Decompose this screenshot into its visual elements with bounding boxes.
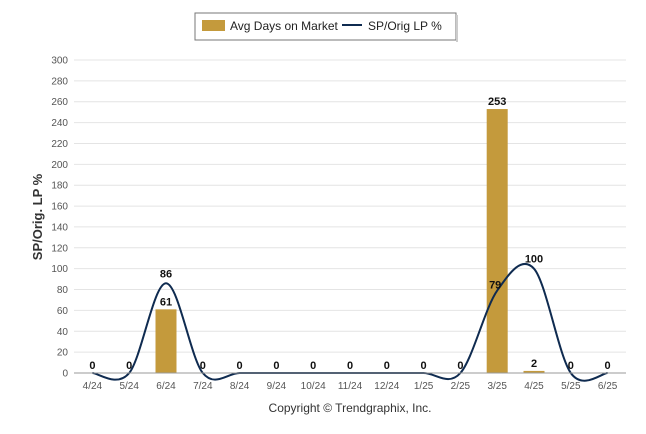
line-data-label: 100 [525,254,543,266]
legend: Avg Days on Market SP/Orig LP % [194,12,458,42]
bar [486,109,508,373]
y-tick-label: 140 [51,222,68,233]
legend-bar-swatch [202,20,225,31]
y-tick-label: 280 [51,76,68,87]
bar [155,309,177,373]
x-tick-label: 12/24 [374,381,399,392]
data-labels: 61 253 2 0 0 86 0 0 0 0 0 0 0 0 79 100 0 0 [89,96,610,372]
x-tick-label: 2/25 [451,381,471,392]
line-data-label: 0 [347,360,353,372]
bar-data-label: 2 [531,358,537,370]
bar-data-label: 253 [488,96,506,108]
y-tick-label: 220 [51,139,68,150]
bar-series [155,109,545,373]
x-tick-label: 7/24 [193,381,213,392]
legend-line-label: SP/Orig LP % [368,19,442,33]
line-data-label: 0 [457,360,463,372]
line-data-label: 0 [384,360,390,372]
line-data-label: 0 [310,360,316,372]
legend-bar-label: Avg Days on Market [230,19,338,33]
y-tick-label: 60 [57,306,69,317]
line-data-label: 0 [605,360,611,372]
x-tick-label: 3/25 [487,381,507,392]
y-tick-label: 120 [51,243,68,254]
x-tick-label: 9/24 [267,381,287,392]
x-tick-label: 6/25 [598,381,618,392]
line-data-label: 0 [89,360,95,372]
line-data-label: 86 [160,268,172,280]
x-tick-label: 11/24 [338,381,363,392]
line-data-label: 0 [568,360,574,372]
y-tick-label: 20 [57,348,69,359]
copyright-text: Copyright © Trendgraphix, Inc. [269,401,432,415]
x-tick-labels: 4/24 5/24 6/24 7/24 8/24 9/24 10/24 11/24 12/24 1… [83,381,618,392]
y-tick-label: 0 [62,369,68,380]
y-axis-label: SP/Orig. LP % [30,173,45,260]
y-tick-labels: 0 20 40 60 80 100 120 140 160 180 200 220 240 260 280 3… [51,56,68,380]
y-tick-label: 240 [51,118,68,129]
y-tick-label: 200 [51,160,68,171]
line-data-label: 0 [200,360,206,372]
x-tick-label: 8/24 [230,381,250,392]
line-data-label: 0 [126,360,132,372]
grid-lines [74,59,626,353]
line-data-label: 0 [421,360,427,372]
x-tick-label: 5/24 [119,381,139,392]
y-tick-label: 260 [51,97,68,108]
y-tick-label: 40 [57,327,69,338]
x-tick-label: 10/24 [301,381,326,392]
y-tick-label: 300 [51,56,68,67]
line-data-label: 79 [489,280,501,292]
y-tick-label: 80 [57,285,69,296]
bar-data-label: 61 [160,296,172,308]
x-tick-label: 4/25 [524,381,544,392]
x-tick-label: 6/24 [156,381,176,392]
bar [523,370,545,373]
line-data-label: 0 [237,360,243,372]
x-tick-label: 5/25 [561,381,581,392]
x-tick-label: 4/24 [83,381,103,392]
y-tick-label: 160 [51,202,68,213]
x-tick-label: 1/25 [414,381,434,392]
line-data-label: 0 [273,360,279,372]
y-tick-label: 100 [51,264,68,275]
legend-shadow [456,15,458,42]
y-tick-label: 180 [51,181,68,192]
